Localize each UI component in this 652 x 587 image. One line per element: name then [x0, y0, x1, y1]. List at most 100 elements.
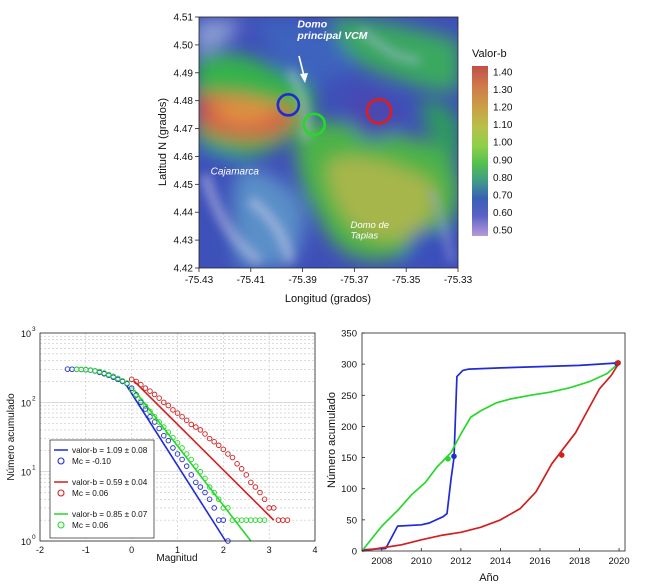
cum-y-tick-label: 100 — [341, 484, 357, 495]
colorbar-tick-label: 1.30 — [493, 85, 513, 96]
fm-data-point — [174, 440, 181, 446]
cum-y-tick-label: 350 — [341, 329, 357, 340]
fm-legend-mc: Mc = -0.10 — [72, 457, 111, 466]
cum-axis-ticks: 2008 2010 2012 2014 2016 2018 2020 0 50 100 150 200… — [341, 329, 629, 568]
fm-legend-marker-swatch — [57, 457, 65, 465]
fm-data-point — [225, 451, 231, 457]
fm-y-tick-label: 10 — [21, 398, 31, 408]
fm-data-point — [165, 429, 172, 436]
fm-data-point — [151, 419, 158, 425]
fm-legend-b-value: valor-b = 1.09 ± 0.08 — [72, 446, 148, 455]
fm-legend-mc: Mc = 0.06 — [72, 521, 109, 530]
fm-x-tick-label: -1 — [82, 545, 90, 555]
map-y-axis-label: Latitud N (grados) — [157, 98, 169, 186]
fm-data-point — [174, 410, 181, 416]
map-x-tick-label: -75.37 — [340, 275, 369, 286]
fm-data-point — [261, 517, 268, 523]
fm-y-tick-label: 10 — [21, 329, 31, 339]
fm-data-point — [151, 413, 158, 420]
fm-data-point — [183, 417, 190, 424]
colorbar-tick-label: 0.70 — [493, 190, 513, 201]
cum-series-line — [361, 362, 620, 552]
colorbar-tick-label: 0.50 — [493, 226, 513, 237]
cum-series-line — [361, 362, 620, 552]
cum-x-tick-label: 2014 — [490, 556, 511, 567]
fm-data-point — [215, 496, 222, 503]
fm-data-point — [151, 391, 158, 398]
map-circles — [276, 93, 393, 137]
fm-fit-lines — [126, 380, 275, 542]
fm-data-point — [193, 463, 199, 469]
fm-data-point — [188, 472, 194, 478]
fm-data-point — [87, 367, 94, 373]
fm-data-point — [220, 517, 227, 523]
fm-data-point — [128, 385, 135, 391]
map-annotation: Domo de — [351, 220, 390, 231]
fm-x-tick-label: 1 — [175, 545, 180, 555]
fm-data-point — [215, 442, 222, 449]
cum-x-tick-label: 2010 — [411, 556, 432, 567]
map-annotation: principal VCM — [296, 30, 367, 42]
fm-data-point — [202, 431, 208, 437]
fm-x-tick-label: 0 — [129, 545, 134, 555]
colorbar-tick-label: 0.80 — [493, 173, 513, 184]
fm-data-point — [234, 461, 240, 467]
colorbar-tick-label: 1.20 — [493, 103, 513, 114]
cum-series-line — [361, 362, 620, 551]
fm-data-point — [174, 451, 181, 457]
map-y-tick-label: 4.42 — [174, 264, 194, 275]
fm-frame — [39, 332, 316, 542]
fm-data-point — [156, 395, 162, 401]
fm-data-point — [160, 424, 167, 430]
map-x-tick-label: -75.33 — [444, 275, 473, 286]
pointer-arrow — [298, 55, 308, 83]
fm-data-point — [211, 489, 217, 496]
fm-data-point — [211, 439, 217, 445]
fm-y-tick-label: 10 — [21, 537, 31, 547]
colorbar-gradient — [472, 66, 488, 236]
colorbar: Valor-b 1.40 1.30 1.20 1.10 1.00 0.90 0.80 0.70… — [472, 48, 513, 237]
cum-x-tick-label: 2016 — [529, 556, 550, 567]
fm-x-axis-label: Magnitud — [156, 553, 197, 564]
fm-fit-line — [126, 385, 227, 542]
fm-x-tick-label: 3 — [267, 545, 272, 555]
fm-x-tick-label: -2 — [36, 545, 44, 555]
fm-data-point — [229, 454, 236, 461]
map-y-tick-label: 4.51 — [174, 13, 194, 24]
fm-data-point — [197, 427, 204, 433]
fm-data-point — [193, 479, 199, 486]
fm-data-point — [206, 496, 213, 503]
map-y-tick-label: 4.45 — [174, 180, 194, 191]
fm-data-point — [238, 466, 245, 472]
fm-data-point — [105, 371, 112, 378]
fm-data-point — [243, 472, 249, 478]
cum-y-tick-label: 50 — [346, 515, 357, 526]
fm-data-points — [64, 366, 291, 544]
cum-y-tick-label: 150 — [341, 453, 357, 464]
cum-marker — [558, 452, 565, 458]
fm-data-point — [119, 377, 126, 384]
cum-y-axis-label: Número acumulado — [326, 392, 338, 488]
fm-data-point — [206, 435, 213, 442]
fm-data-point — [110, 373, 117, 379]
fm-y-tick-exponent: 3 — [32, 326, 36, 333]
fm-data-point — [142, 385, 149, 391]
fm-data-point — [115, 375, 121, 382]
cum-marker — [615, 360, 621, 366]
fm-data-point — [284, 517, 291, 523]
fm-data-point — [206, 484, 213, 490]
fm-data-point — [202, 489, 208, 496]
fm-data-point — [225, 505, 231, 511]
map-x-tick-label: -75.43 — [185, 275, 214, 286]
cum-markers — [445, 360, 621, 462]
colorbar-title: Valor-b — [472, 48, 507, 60]
cum-y-tick-label: 250 — [341, 391, 357, 402]
map-y-tick-label: 4.46 — [174, 152, 194, 163]
fm-data-point — [156, 425, 162, 432]
map-annotation: Domo — [297, 18, 327, 30]
fm-data-point — [252, 484, 259, 490]
fm-legend-b-value: valor-b = 0.85 ± 0.07 — [72, 510, 148, 519]
